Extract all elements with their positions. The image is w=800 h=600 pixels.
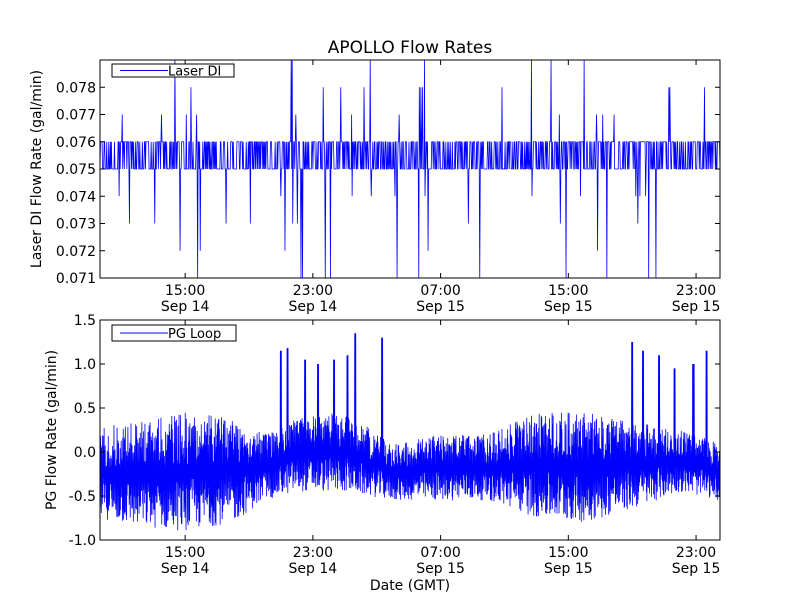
y-axis-label: Laser DI Flow Rate (gal/min)	[29, 70, 45, 268]
x-tick-label-date: Sep 14	[289, 299, 338, 315]
x-tick-label-time: 15:00	[548, 545, 588, 561]
legend-label: PG Loop	[168, 327, 221, 342]
series-line-laser-di	[100, 60, 720, 278]
x-tick-label-date: Sep 14	[161, 299, 210, 315]
y-tick-label: -1.0	[69, 533, 96, 549]
chart-title: APOLLO Flow Rates	[328, 38, 493, 58]
x-axis-label: Date (GMT)	[370, 578, 450, 594]
y-tick-label: 1.5	[74, 313, 96, 329]
x-tick-label-time: 15:00	[165, 283, 205, 299]
x-tick-label-time: 23:00	[676, 545, 716, 561]
y-tick-label: 0.5	[74, 401, 96, 417]
y-tick-label: 0.071	[56, 271, 96, 287]
legend-box	[111, 324, 237, 342]
x-tick-label-time: 07:00	[420, 283, 460, 299]
x-tick-label-date: Sep 15	[416, 299, 465, 315]
y-tick-label: 0.074	[56, 189, 96, 205]
y-tick-label: 0.076	[56, 135, 96, 151]
y-tick-label: 0.073	[56, 217, 96, 233]
legend-box	[111, 63, 235, 78]
series-line-pg-loop	[100, 333, 720, 531]
x-tick-label-date: Sep 14	[289, 561, 338, 577]
x-tick-label-date: Sep 15	[544, 299, 593, 315]
x-tick-label-time: 15:00	[548, 283, 588, 299]
y-tick-label: 0.077	[56, 108, 96, 124]
x-tick-label-date: Sep 14	[161, 561, 210, 577]
y-tick-label: 0.075	[56, 162, 96, 178]
plot-frame	[99, 319, 721, 541]
x-tick-label-date: Sep 15	[544, 561, 593, 577]
x-tick-label-time: 07:00	[420, 545, 460, 561]
x-tick-label-date: Sep 15	[416, 561, 465, 577]
legend: PG Loop	[111, 324, 237, 342]
y-tick-label: 0.078	[56, 80, 96, 96]
laser-di-panel: 0.071 0.072 0.073 0.074 0.075 0.076 0.077 0.078…	[29, 59, 721, 315]
legend-label: Laser DI	[168, 65, 221, 80]
x-tick-label-time: 23:00	[676, 283, 716, 299]
y-tick-label: 1.0	[74, 357, 96, 373]
x-tick-label-time: 15:00	[165, 545, 205, 561]
x-tick-label-date: Sep 15	[672, 299, 721, 315]
x-tick-label-time: 23:00	[293, 283, 333, 299]
legend: Laser DI	[111, 63, 235, 80]
y-axis-label: PG Flow Rate (gal/min)	[44, 350, 60, 510]
y-tick-label: 0.0	[74, 445, 96, 461]
y-tick-label: -0.5	[69, 489, 96, 505]
x-tick-label-time: 23:00	[293, 545, 333, 561]
x-tick-label-date: Sep 15	[672, 561, 721, 577]
y-tick-label: 0.072	[56, 244, 96, 260]
